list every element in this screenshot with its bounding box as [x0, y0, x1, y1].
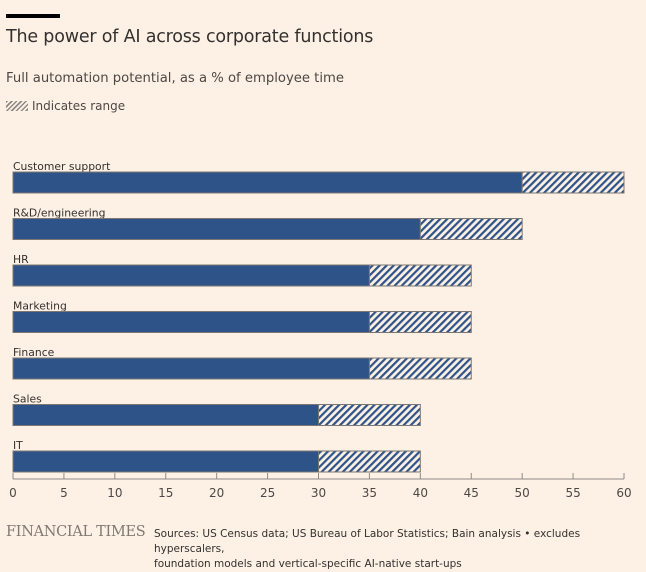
- x-tick-label: 55: [565, 486, 580, 500]
- legend-label: Indicates range: [32, 99, 126, 113]
- bar-chart: Customer support R&D/engineering HR Marketi…: [9, 160, 631, 500]
- ft-logo: FINANCIAL TIMES: [6, 524, 146, 540]
- bar-range: [368, 357, 472, 380]
- source-line-1: Sources: US Census data; US Bureau of La…: [154, 528, 581, 555]
- category-label: Marketing: [13, 300, 67, 313]
- bar-range: [368, 264, 472, 287]
- chart-subtitle: Full automation potential, as a % of emp…: [6, 71, 344, 86]
- category-label: R&D/engineering: [13, 207, 105, 220]
- bar-low: [12, 450, 319, 473]
- bar-low: [12, 218, 421, 240]
- x-tick-label: 35: [362, 486, 377, 500]
- bar-range: [318, 450, 421, 473]
- x-tick-label: 45: [464, 486, 479, 500]
- hatch-swatch-icon: [6, 101, 28, 111]
- x-tick-label: 20: [209, 486, 224, 500]
- x-tick-label: 40: [413, 486, 428, 500]
- x-tick-label: 10: [107, 486, 122, 500]
- bar-low: [12, 171, 523, 194]
- category-label: Sales: [13, 393, 42, 406]
- x-tick-label: 60: [616, 486, 631, 500]
- x-tick-label: 5: [60, 486, 68, 500]
- bar-range: [318, 404, 421, 426]
- bar-range: [521, 171, 625, 194]
- header-rule: [6, 14, 60, 18]
- category-label: Finance: [13, 346, 55, 359]
- category-label: IT: [13, 439, 23, 452]
- x-tick-label: 30: [311, 486, 326, 500]
- source-note: Sources: US Census data; US Bureau of La…: [154, 527, 634, 572]
- bar-low: [12, 357, 370, 380]
- source-line-2: foundation models and vertical-specific …: [154, 558, 462, 570]
- x-tick-label: 0: [9, 486, 17, 500]
- bar-range: [419, 218, 523, 240]
- x-tick-label: 15: [158, 486, 173, 500]
- bar-low: [12, 264, 370, 287]
- bar-low: [12, 311, 370, 333]
- x-tick-label: 25: [260, 486, 275, 500]
- chart-title: The power of AI across corporate functio…: [6, 27, 374, 47]
- bar-low: [12, 404, 319, 426]
- x-tick-label: 50: [515, 486, 530, 500]
- bar-range: [368, 311, 472, 333]
- category-label: HR: [13, 253, 29, 266]
- legend: Indicates range: [6, 99, 125, 113]
- category-label: Customer support: [13, 160, 110, 173]
